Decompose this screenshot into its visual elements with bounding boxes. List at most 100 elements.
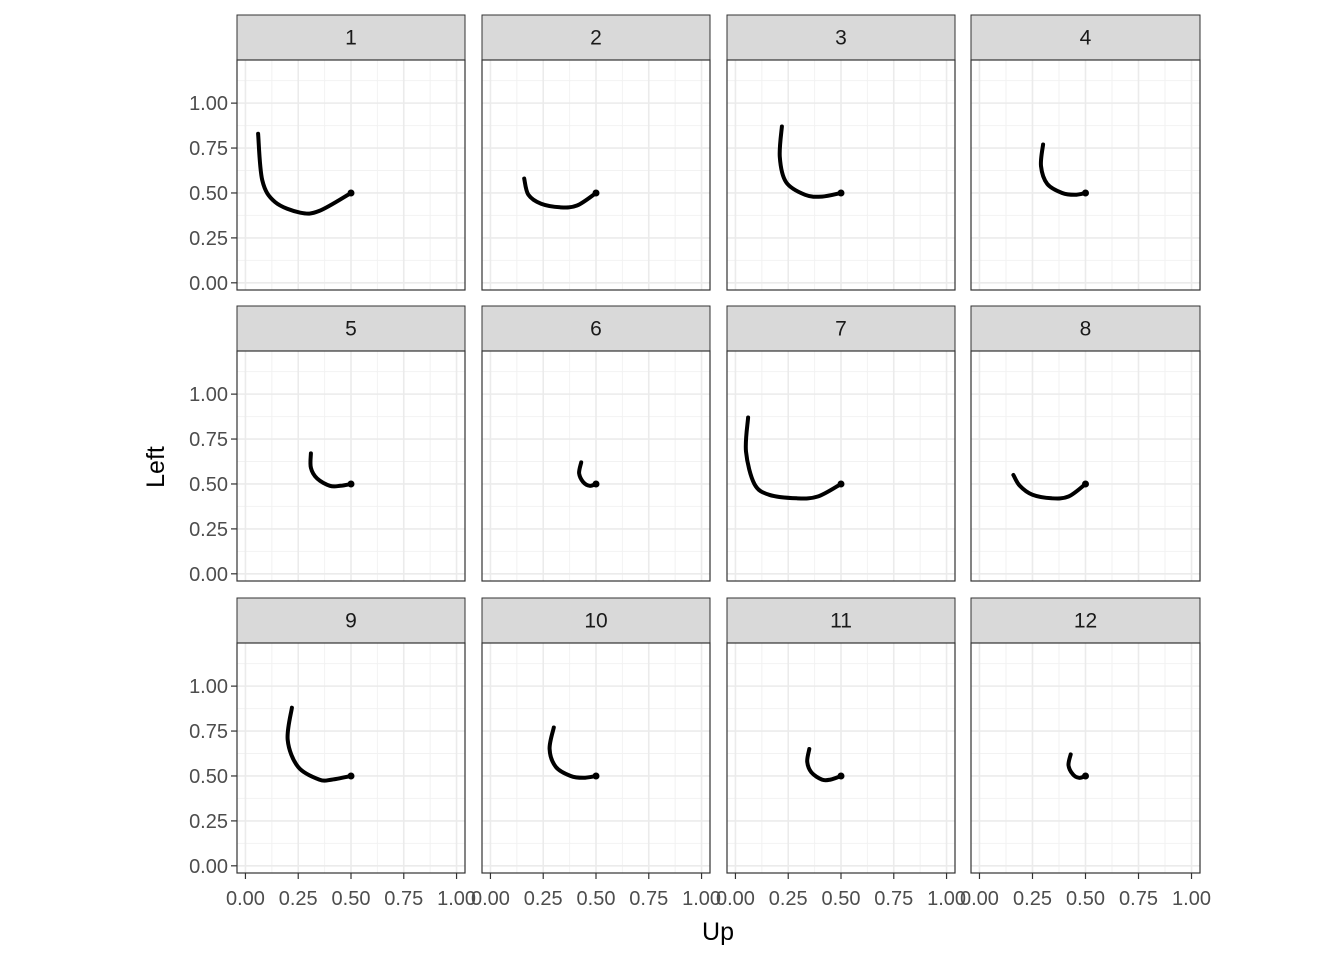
facet-panel: 6 — [481, 305, 711, 582]
series-point — [592, 480, 600, 488]
y-tick-label: 0.75 — [189, 429, 228, 451]
facet-panels: 1 2 3 45 6 7 89 10 11 12 — [236, 14, 1201, 874]
facet-strip — [481, 597, 711, 644]
x-tick-label: 0.25 — [279, 888, 318, 910]
x-tick-label: 0.75 — [384, 888, 423, 910]
y-tick-label: 0.50 — [189, 183, 228, 205]
series-point — [837, 480, 845, 488]
series-point — [837, 772, 845, 780]
x-tick-label: 0.00 — [716, 888, 755, 910]
series-line — [805, 747, 843, 783]
facet-strip — [970, 14, 1201, 61]
y-tick-label: 0.75 — [189, 138, 228, 160]
x-tick-label: 0.75 — [629, 888, 668, 910]
y-axis: 0.00 0.25 0.50 0.75 1.00 — [189, 384, 237, 586]
y-tick-label: 0.00 — [189, 564, 228, 586]
series-line — [1066, 752, 1088, 780]
y-tick-label: 0.25 — [189, 519, 228, 541]
panel-border — [726, 350, 956, 582]
y-axis-title: Left — [142, 446, 170, 488]
x-tick-label: 1.00 — [437, 888, 476, 910]
panel-border — [970, 59, 1201, 291]
facet-panel: 11 — [726, 597, 956, 874]
facet-strip — [726, 305, 956, 352]
series-line — [777, 124, 843, 199]
facet-strip — [236, 305, 466, 352]
x-tick-label: 0.50 — [332, 888, 371, 910]
x-axis-group: 0.00 0.25 0.50 0.75 1.000.00 0.25 0.50 0.75 1.00… — [226, 873, 1211, 910]
facet-panel: 10 — [481, 597, 711, 874]
series-line — [1011, 473, 1088, 501]
y-tick-label: 0.00 — [189, 856, 228, 878]
x-tick-label: 0.50 — [1066, 888, 1105, 910]
series-line — [1038, 142, 1088, 197]
facet-panel: 7 — [726, 305, 956, 582]
facet-strip-label: 4 — [1080, 27, 1092, 50]
x-tick-label: 0.75 — [1119, 888, 1158, 910]
facet-strip-label: 10 — [584, 610, 607, 633]
series-point — [347, 480, 355, 488]
series-point — [1082, 772, 1089, 780]
facet-strip-label: 2 — [590, 27, 602, 50]
facet-strip-label: 9 — [345, 610, 357, 633]
series-point — [592, 189, 600, 197]
panel-border — [481, 59, 711, 291]
y-axis: 0.00 0.25 0.50 0.75 1.00 — [189, 93, 237, 295]
x-axis: 0.00 0.25 0.50 0.75 1.00 — [960, 873, 1211, 910]
x-tick-label: 0.75 — [874, 888, 913, 910]
y-tick-label: 0.25 — [189, 228, 228, 250]
x-tick-label: 0.00 — [471, 888, 510, 910]
y-tick-label: 1.00 — [189, 93, 228, 115]
facet-strip — [481, 305, 711, 352]
facet-strip — [726, 597, 956, 644]
x-axis: 0.00 0.25 0.50 0.75 1.00 — [716, 873, 966, 910]
x-tick-label: 1.00 — [1172, 888, 1211, 910]
x-tick-label: 0.25 — [524, 888, 563, 910]
series-line — [522, 176, 598, 210]
facet-panel: 5 — [236, 305, 466, 582]
series-point — [347, 772, 355, 780]
x-tick-label: 0.50 — [822, 888, 861, 910]
y-tick-label: 1.00 — [189, 384, 228, 406]
y-tick-label: 0.50 — [189, 766, 228, 788]
panel-border — [726, 59, 956, 291]
facet-panel: 4 — [970, 14, 1201, 291]
facet-panel: 3 — [726, 14, 956, 291]
facet-strip-label: 8 — [1080, 318, 1092, 341]
facet-panel: 12 — [970, 597, 1201, 874]
facet-panel: 9 — [236, 597, 466, 874]
x-tick-label: 0.00 — [226, 888, 265, 910]
y-axis: 0.00 0.25 0.50 0.75 1.00 — [189, 676, 237, 878]
series-line — [285, 705, 353, 783]
facet-strip-label: 12 — [1074, 610, 1097, 633]
series-line — [547, 725, 598, 780]
facet-strip-label: 3 — [835, 27, 847, 50]
x-tick-label: 0.25 — [1013, 888, 1052, 910]
panel-border — [236, 59, 466, 291]
y-tick-label: 1.00 — [189, 676, 228, 698]
x-tick-label: 1.00 — [927, 888, 966, 910]
facet-strip-label: 1 — [345, 27, 357, 50]
x-axis: 0.00 0.25 0.50 0.75 1.00 — [471, 873, 721, 910]
y-tick-label: 0.25 — [189, 811, 228, 833]
series-line — [743, 415, 843, 501]
panel-border — [236, 350, 466, 582]
facet-strip — [236, 14, 466, 61]
facet-strip-label: 7 — [835, 318, 847, 341]
series-line — [256, 131, 353, 216]
x-axis-title: Up — [702, 918, 734, 946]
panel-border — [481, 350, 711, 582]
x-tick-label: 1.00 — [682, 888, 721, 910]
series-point — [347, 189, 355, 197]
series-line — [577, 460, 598, 488]
facet-strip — [726, 14, 956, 61]
facet-panel: 8 — [970, 305, 1201, 582]
y-axis-group: 0.00 0.25 0.50 0.75 1.00 0.00 0.25 0.50 0.75 1.00… — [189, 93, 237, 878]
series-point — [1082, 189, 1089, 197]
series-point — [1082, 480, 1089, 488]
facet-panel: 1 — [236, 14, 466, 291]
panel-border — [970, 350, 1201, 582]
facet-strip — [970, 597, 1201, 644]
x-axis: 0.00 0.25 0.50 0.75 1.00 — [226, 873, 476, 910]
